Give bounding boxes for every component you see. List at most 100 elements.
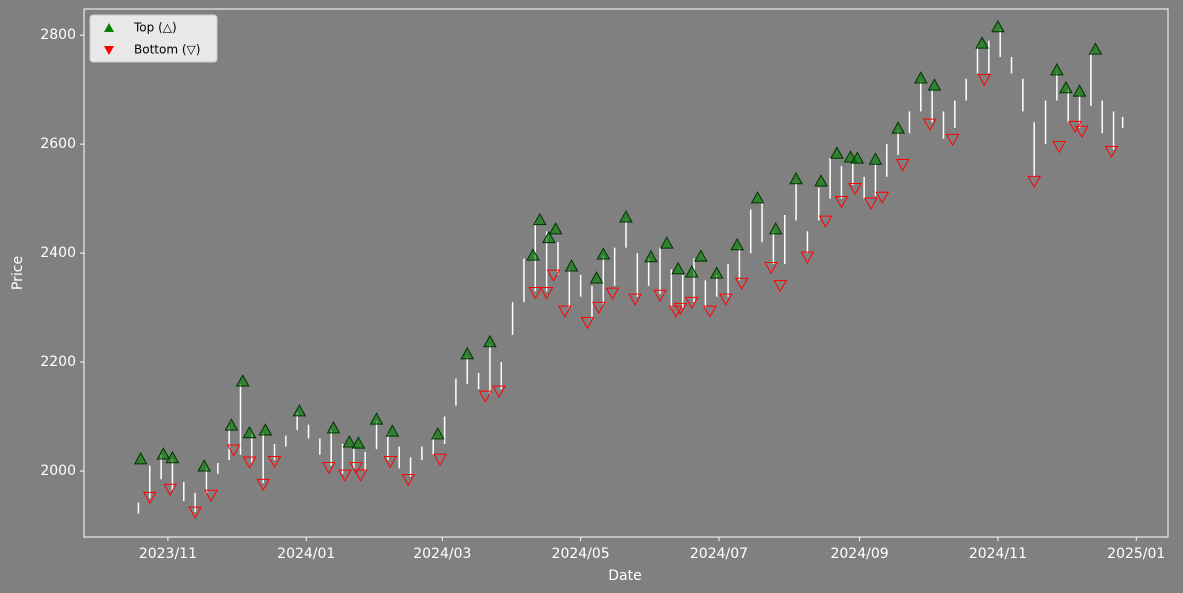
top-marker (830, 146, 844, 159)
top-marker (430, 426, 445, 440)
bottom-marker (242, 456, 257, 469)
top-marker (165, 450, 180, 464)
top-marker (1059, 80, 1073, 94)
bottom-marker (580, 317, 595, 330)
bottom-marker (818, 215, 833, 228)
x-tick-label: 2024/03 (413, 546, 471, 562)
bottom-marker (945, 133, 960, 147)
top-marker (927, 78, 942, 91)
bottom-marker (478, 390, 493, 403)
top-marker (589, 271, 604, 284)
bottom-marker (923, 118, 937, 132)
top-marker (671, 261, 686, 275)
x-axis-label: Date (608, 568, 641, 584)
bottom-marker (142, 491, 157, 505)
legend: Top (△) Bottom (▽) (89, 14, 218, 63)
top-marker (693, 249, 708, 262)
y-tick-label: 2600 (40, 136, 76, 152)
bottom-marker (764, 261, 778, 275)
top-marker (532, 212, 547, 226)
bottom-marker (734, 277, 749, 291)
bottom-marker (673, 302, 688, 316)
bottom-marker (433, 453, 447, 467)
top-marker (596, 247, 611, 260)
top-marker (750, 191, 765, 204)
bottom-marker (591, 301, 606, 315)
bottom-marker (546, 269, 561, 282)
bottom-marker (703, 305, 717, 318)
top-marker (351, 436, 366, 449)
bottom-marker (337, 469, 352, 482)
y-tick-label: 2800 (40, 27, 76, 43)
bottom-marker (557, 305, 572, 318)
bottom-marker (684, 296, 699, 310)
x-tick-label: 2023/11 (139, 546, 197, 562)
top-marker (526, 248, 540, 261)
top-marker (619, 210, 633, 223)
bottom-marker (834, 196, 849, 209)
x-tick-label: 2024/01 (277, 546, 335, 562)
bottom-marker (773, 279, 788, 293)
top-marker (542, 230, 556, 244)
bottom-marker (864, 197, 878, 211)
bottom-marker (1027, 175, 1042, 189)
bottom-marker (718, 293, 733, 306)
top-marker (868, 152, 883, 165)
y-tick-label: 2000 (40, 463, 76, 479)
top-marker (891, 121, 905, 134)
top-marker (913, 71, 928, 84)
top-marker (242, 425, 257, 439)
bottom-marker (653, 289, 667, 303)
top-marker (385, 424, 400, 437)
bottom-marker (800, 251, 815, 264)
top-marker (258, 423, 273, 436)
x-tick-label: 2024/09 (830, 546, 888, 562)
bottom-marker (353, 469, 368, 482)
bottom-marker (256, 478, 271, 492)
top-marker (292, 404, 307, 417)
bottom-marker (628, 293, 642, 306)
bottom-marker (267, 455, 282, 469)
legend-marker (104, 46, 114, 55)
top-marker (684, 265, 699, 278)
top-marker (730, 237, 744, 251)
top-marker (483, 334, 497, 348)
bottom-marker (977, 73, 992, 87)
y-axis-label: Price (10, 256, 26, 290)
top-marker (235, 374, 250, 387)
top-marker (369, 412, 384, 425)
bottom-marker (226, 444, 241, 457)
top-marker (460, 346, 475, 360)
top-marker (156, 447, 171, 460)
legend-text: Top (△) (133, 21, 177, 35)
top-marker (326, 420, 341, 434)
top-marker (564, 259, 579, 272)
top-marker (1050, 62, 1064, 76)
legend-text: Bottom (▽) (134, 43, 200, 57)
legend-marker (104, 23, 114, 32)
top-marker (991, 19, 1005, 33)
top-marker (1072, 84, 1087, 97)
top-marker (548, 222, 563, 235)
bottom-marker (188, 506, 202, 519)
bottom-marker (895, 158, 910, 172)
bottom-marker (383, 455, 398, 469)
bottom-marker (528, 287, 543, 300)
y-tick-label: 2400 (40, 245, 76, 261)
bottom-marker (1074, 125, 1089, 139)
top-marker (850, 151, 865, 164)
bottom-marker (669, 305, 683, 318)
bottom-marker (1104, 145, 1119, 159)
x-tick-label: 2024/05 (552, 546, 610, 562)
y-tick-label: 2200 (40, 354, 76, 370)
bottom-marker (1052, 141, 1066, 154)
top-marker (197, 459, 212, 472)
bottom-marker (848, 182, 862, 196)
x-tick-label: 2024/07 (690, 546, 748, 562)
legend-box (89, 14, 218, 63)
bottom-marker (322, 461, 336, 475)
top-marker (644, 249, 658, 263)
top-marker (709, 266, 724, 279)
top-marker (789, 171, 803, 185)
